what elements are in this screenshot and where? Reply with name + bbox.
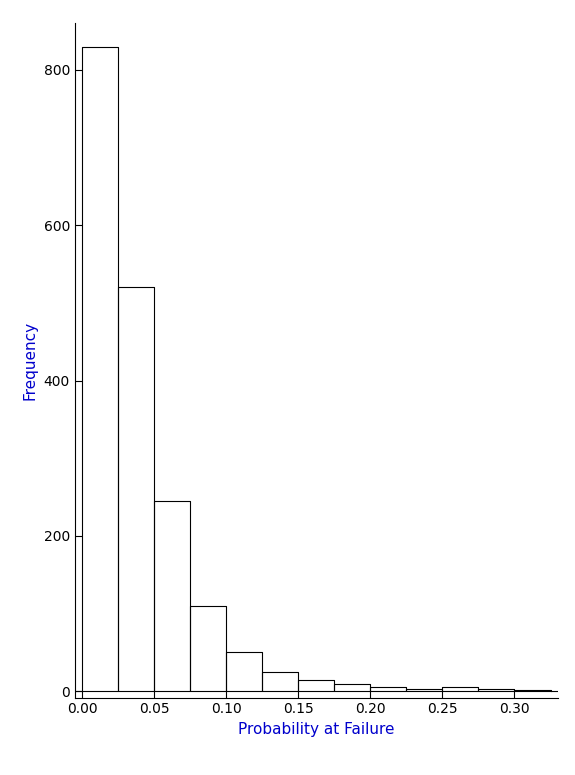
X-axis label: Probability at Failure: Probability at Failure [238, 722, 394, 737]
Y-axis label: Frequency: Frequency [23, 321, 38, 400]
